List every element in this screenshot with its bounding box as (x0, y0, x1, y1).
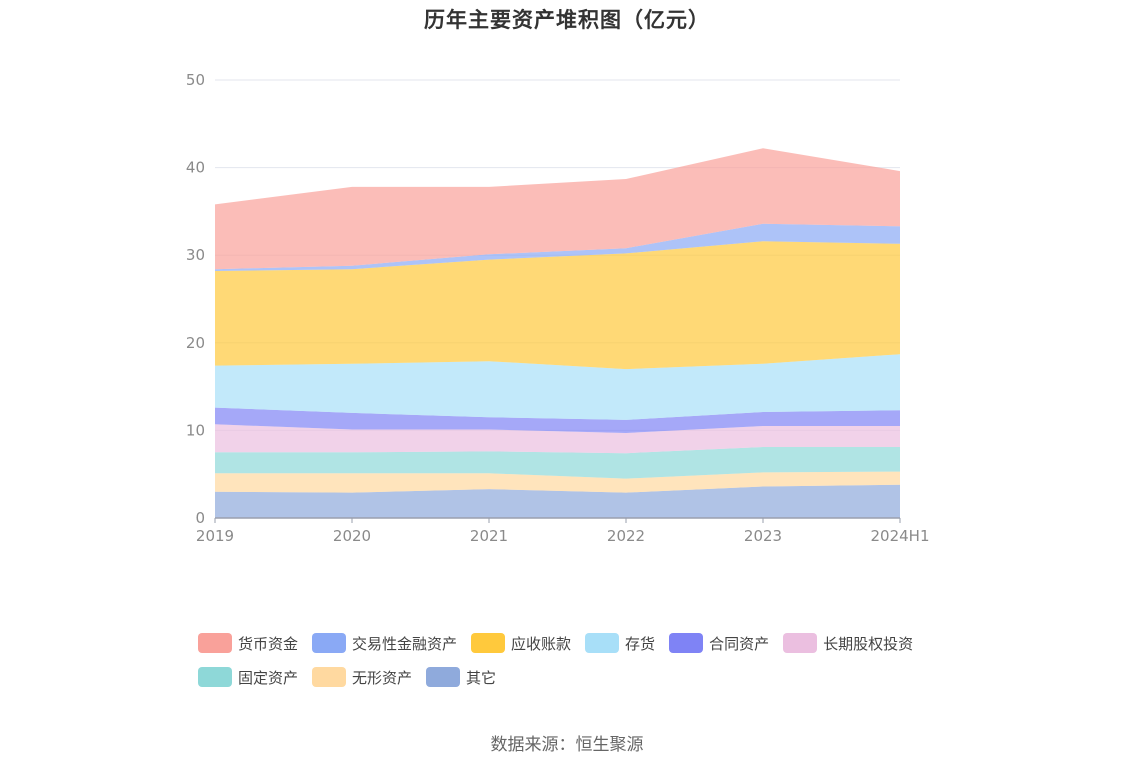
area-series-货币资金[interactable] (215, 148, 900, 270)
legend-label: 固定资产 (238, 668, 299, 687)
legend-row: 货币资金 交易性金融资产 应收账款 存货 合同资产 长期股权投资 (198, 630, 978, 656)
y-tick-label: 10 (186, 421, 205, 439)
legend-swatch (198, 633, 232, 653)
legend-item-应收账款[interactable]: 应收账款 (471, 633, 571, 654)
legend-label: 应收账款 (511, 634, 572, 653)
area-series-固定资产[interactable] (215, 447, 900, 479)
legend-item-存货[interactable]: 存货 (585, 633, 655, 654)
legend-swatch (471, 633, 506, 653)
legend-item-固定资产[interactable]: 固定资产 (198, 667, 298, 688)
stacked-area-chart: 0 10 20 30 40 50 2019 2020 2021 2022 2023 2024H1 (186, 71, 930, 545)
legend-item-合同资产[interactable]: 合同资产 (669, 633, 769, 654)
x-tick-label: 2021 (470, 527, 508, 545)
area-series-layer (215, 148, 900, 518)
x-tick-label: 2023 (744, 527, 782, 545)
y-tick-label: 40 (186, 159, 205, 177)
legend-item-交易性金融资产[interactable]: 交易性金融资产 (312, 633, 457, 654)
legend-item-无形资产[interactable]: 无形资产 (312, 667, 412, 688)
area-series-无形资产[interactable] (215, 471, 900, 493)
y-tick-label: 20 (186, 334, 205, 352)
legend-label: 交易性金融资产 (352, 634, 458, 653)
area-series-应收账款[interactable] (215, 241, 900, 370)
legend-swatch (783, 633, 818, 653)
legend-swatch (198, 667, 232, 687)
legend-label: 货币资金 (238, 634, 299, 653)
legend-swatch (426, 667, 461, 687)
area-series-存货[interactable] (215, 354, 900, 420)
chart-title: 历年主要资产堆积图（亿元） (424, 8, 710, 32)
y-tick-label: 50 (186, 71, 205, 89)
legend-swatch (312, 633, 347, 653)
x-tick-label: 2024H1 (871, 527, 930, 545)
area-series-其它[interactable] (215, 484, 900, 518)
y-tick-label: 30 (186, 246, 205, 264)
x-tick-label: 2019 (196, 527, 234, 545)
legend-item-货币资金[interactable]: 货币资金 (198, 633, 298, 654)
legend-label: 存货 (625, 634, 656, 653)
area-series-长期股权投资[interactable] (215, 424, 900, 454)
legend-label: 长期股权投资 (823, 634, 914, 653)
legend-label: 其它 (466, 668, 497, 687)
chart-legend: 货币资金 交易性金融资产 应收账款 存货 合同资产 长期股权投资 固定资产 无形资产 其它 (198, 630, 978, 698)
area-series-交易性金融资产[interactable] (215, 223, 900, 271)
legend-item-长期股权投资[interactable]: 长期股权投资 (783, 633, 913, 654)
x-tick-label: 2020 (333, 527, 371, 545)
legend-label: 合同资产 (709, 634, 770, 653)
axes: 0 10 20 30 40 50 2019 2020 2021 2022 2023 2024H1 (186, 71, 930, 545)
legend-swatch (312, 667, 347, 687)
legend-swatch (585, 633, 620, 653)
legend-label: 无形资产 (352, 668, 413, 687)
legend-row: 固定资产 无形资产 其它 (198, 664, 978, 690)
data-source-note: 数据来源：恒生聚源 (490, 735, 644, 755)
area-series-合同资产[interactable] (215, 407, 900, 433)
y-tick-label: 0 (195, 509, 205, 527)
legend-swatch (669, 633, 704, 653)
legend-item-其它[interactable]: 其它 (426, 667, 496, 688)
x-tick-label: 2022 (607, 527, 645, 545)
